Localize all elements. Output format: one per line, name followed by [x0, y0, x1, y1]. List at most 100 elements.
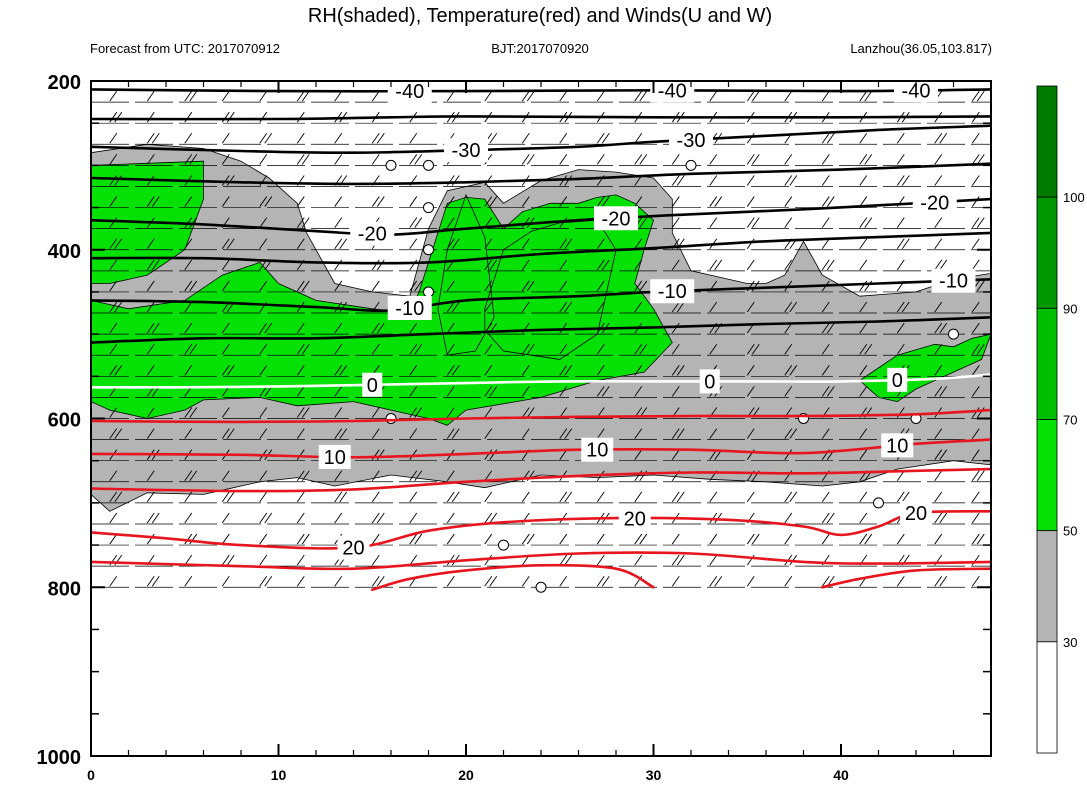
- wind-barb: [372, 281, 379, 291]
- subtitle-left: Forecast from UTC: 2017070912: [90, 41, 280, 56]
- contour-label-text: 20: [905, 503, 927, 525]
- wind-barb: [597, 154, 604, 164]
- wind-barb: [785, 70, 792, 80]
- wind-barb: [935, 218, 942, 228]
- wind-barb: [785, 576, 792, 586]
- wind-barb: [185, 112, 192, 122]
- wind-barb: [222, 513, 229, 523]
- wind-barb: [710, 555, 717, 565]
- wind-barb: [335, 218, 342, 228]
- wind-barb: [522, 576, 529, 586]
- wind-barb: [972, 239, 979, 249]
- calm-wind-circle: [949, 329, 959, 339]
- wind-barb: [972, 513, 979, 523]
- colorbar-segment: [1037, 531, 1057, 642]
- wind-barb: [860, 260, 867, 270]
- wind-barb: [490, 70, 497, 80]
- contour-label-m20-1: -20: [594, 206, 638, 230]
- wind-barb: [822, 492, 829, 502]
- calm-wind-circle: [686, 160, 696, 170]
- wind-barb: [935, 175, 942, 185]
- wind-barb: [485, 492, 492, 502]
- x-tick-label: 20: [458, 767, 474, 783]
- wind-barb: [410, 260, 417, 270]
- wind-barb: [710, 218, 717, 228]
- contour-label-0-0: 0: [362, 373, 382, 397]
- contour-label-0-1: 0: [700, 369, 720, 393]
- plot-area: [91, 70, 991, 592]
- wind-barb: [147, 534, 154, 544]
- wind-barb: [710, 534, 717, 544]
- contour-label-m10-1: -10: [650, 279, 694, 303]
- wind-barb: [297, 197, 304, 207]
- contour-label-text: -10: [395, 298, 424, 320]
- wind-barb: [597, 70, 604, 80]
- wind-barb: [860, 175, 867, 185]
- wind-barb: [747, 260, 754, 270]
- wind-barb: [785, 154, 792, 164]
- wind-barb: [372, 91, 379, 101]
- wind-barb: [935, 492, 942, 502]
- wind-barb: [522, 492, 529, 502]
- y-tick-label: 400: [48, 241, 81, 263]
- wind-barb: [410, 197, 417, 207]
- contour-label-m40-0: -40: [388, 79, 432, 103]
- colorbar-segment: [1037, 86, 1057, 197]
- wind-barb: [410, 133, 417, 143]
- wind-barb: [185, 133, 192, 143]
- wind-barb: [822, 175, 829, 185]
- contour-label-text: 0: [367, 375, 378, 397]
- wind-barb: [822, 534, 829, 544]
- wind-barb: [335, 260, 342, 270]
- calm-wind-circle: [424, 203, 434, 213]
- temp-contour-red-25-5: [372, 565, 653, 590]
- wind-barb: [972, 555, 979, 565]
- wind-barb: [860, 133, 867, 143]
- contour-label-20-2: 20: [900, 501, 932, 525]
- wind-barb: [935, 534, 942, 544]
- y-tick-label: 600: [48, 410, 81, 432]
- contour-label-10-2: 10: [881, 433, 913, 457]
- colorbar: 10090705030: [1037, 86, 1085, 753]
- wind-barb: [747, 492, 754, 502]
- wind-barb: [710, 154, 717, 164]
- wind-barb: [747, 133, 754, 143]
- wind-barb: [597, 555, 604, 565]
- wind-barb: [297, 576, 304, 586]
- wind-barb: [785, 513, 792, 523]
- wind-barb: [635, 555, 642, 565]
- contour-label-text: -40: [395, 81, 424, 103]
- contour-label-m10-2: -10: [932, 269, 976, 293]
- contour-label-m10-0: -10: [388, 296, 432, 320]
- wind-barb: [860, 70, 867, 80]
- wind-barb: [260, 555, 267, 565]
- wind-barb: [935, 471, 942, 481]
- wind-barb: [710, 70, 717, 80]
- wind-barb: [372, 70, 379, 80]
- wind-barb: [785, 534, 792, 544]
- wind-barb: [747, 197, 754, 207]
- wind-barb: [897, 154, 904, 164]
- wind-barb: [672, 534, 679, 544]
- wind-barb: [860, 239, 867, 249]
- wind-barb: [185, 576, 192, 586]
- wind-barb: [110, 91, 117, 101]
- wind-barb: [147, 91, 154, 101]
- wind-barb: [222, 70, 229, 80]
- calm-wind-circle: [499, 540, 509, 550]
- wind-barb: [560, 70, 567, 80]
- colorbar-label: 30: [1063, 635, 1077, 650]
- wind-barb: [297, 112, 304, 122]
- wind-barb: [447, 91, 454, 101]
- wind-barb: [747, 239, 754, 249]
- wind-barb: [602, 70, 609, 80]
- wind-barb: [335, 91, 342, 101]
- colorbar-label: 90: [1063, 301, 1077, 316]
- wind-barb: [447, 576, 454, 586]
- colorbar-segment: [1037, 197, 1057, 308]
- contour-label-text: -40: [658, 80, 687, 102]
- wind-barb: [747, 70, 754, 80]
- wind-barb: [710, 91, 717, 101]
- x-tick-label: 30: [646, 767, 662, 783]
- contour-label-m20-0: -20: [350, 222, 394, 246]
